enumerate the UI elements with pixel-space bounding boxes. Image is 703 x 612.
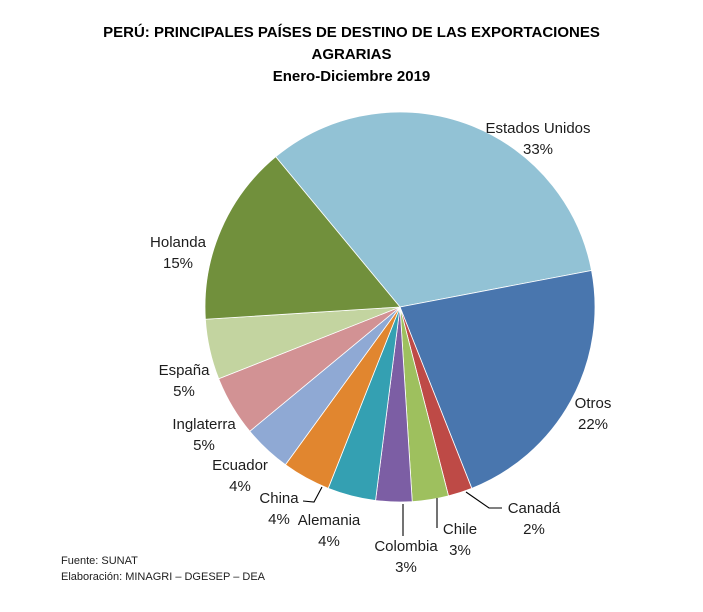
slice-label-name: España — [158, 362, 210, 379]
slice-label-name: Holanda — [150, 234, 206, 251]
pie-slice-holanda — [204, 156, 401, 320]
slice-label-pct: 4% — [268, 510, 290, 528]
slice-label-chile: Chile 3% — [443, 520, 477, 561]
chart-title: PERÚ: PRINCIPALES PAÍSES DE DESTINO DE L… — [0, 22, 703, 88]
slice-label-china: China 4% — [259, 489, 298, 530]
chart-title-line2: AGRARIAS — [311, 46, 392, 63]
slice-label-pct: 22% — [577, 415, 609, 433]
slice-label-name: Alemania — [297, 512, 361, 529]
slice-label-name: Chile — [442, 521, 478, 538]
slice-label-inglaterra: Inglaterra 5% — [172, 415, 235, 456]
slice-label-canada: Canadá 2% — [508, 499, 561, 540]
slice-label-ecuador: Ecuador 4% — [212, 456, 268, 497]
slice-label-pct: 2% — [523, 520, 545, 538]
slice-label-otros: Otros 22% — [575, 394, 612, 435]
slice-label-estados-unidos: Estados Unidos 33% — [485, 119, 590, 160]
slice-label-pct: 3% — [449, 541, 471, 559]
slice-label-name: Colombia — [374, 538, 438, 555]
chart-title-line1: PERÚ: PRINCIPALES PAÍSES DE DESTINO DE L… — [103, 24, 600, 41]
slice-label-name: Otros — [574, 395, 612, 412]
slice-label-pct: 33% — [522, 140, 554, 158]
slice-label-name: Ecuador — [212, 457, 268, 474]
slice-label-pct: 3% — [395, 558, 417, 576]
pie-slice-estados-unidos — [275, 111, 593, 308]
slice-label-colombia: Colombia 3% — [374, 537, 437, 578]
slice-label-pct: 4% — [229, 477, 251, 495]
chart-subtitle: Enero-Diciembre 2019 — [272, 68, 431, 85]
slice-label-pct: 5% — [193, 436, 215, 454]
slice-label-pct: 15% — [162, 254, 194, 272]
slice-label-name: Canadá — [507, 500, 561, 517]
chart-source: Fuente: SUNAT Elaboración: MINAGRI – DGE… — [61, 553, 265, 585]
slice-label-pct: 5% — [173, 382, 195, 400]
slice-label-holanda: Holanda 15% — [150, 233, 206, 274]
slice-label-name: China — [259, 490, 299, 507]
leader-line-china — [302, 486, 323, 503]
elaboration-line: Elaboración: MINAGRI – DGESEP – DEA — [61, 571, 265, 583]
slice-label-name: Inglaterra — [172, 416, 236, 433]
slice-label-pct: 4% — [318, 532, 340, 550]
source-line: Fuente: SUNAT — [61, 555, 138, 567]
slice-label-alemania: Alemania 4% — [298, 511, 361, 552]
leader-lines — [302, 486, 502, 536]
leader-line-canada — [465, 491, 502, 509]
pie-slice-otros — [399, 269, 596, 489]
slice-label-espana: España 5% — [159, 361, 210, 402]
slice-label-name: Estados Unidos — [485, 120, 591, 137]
